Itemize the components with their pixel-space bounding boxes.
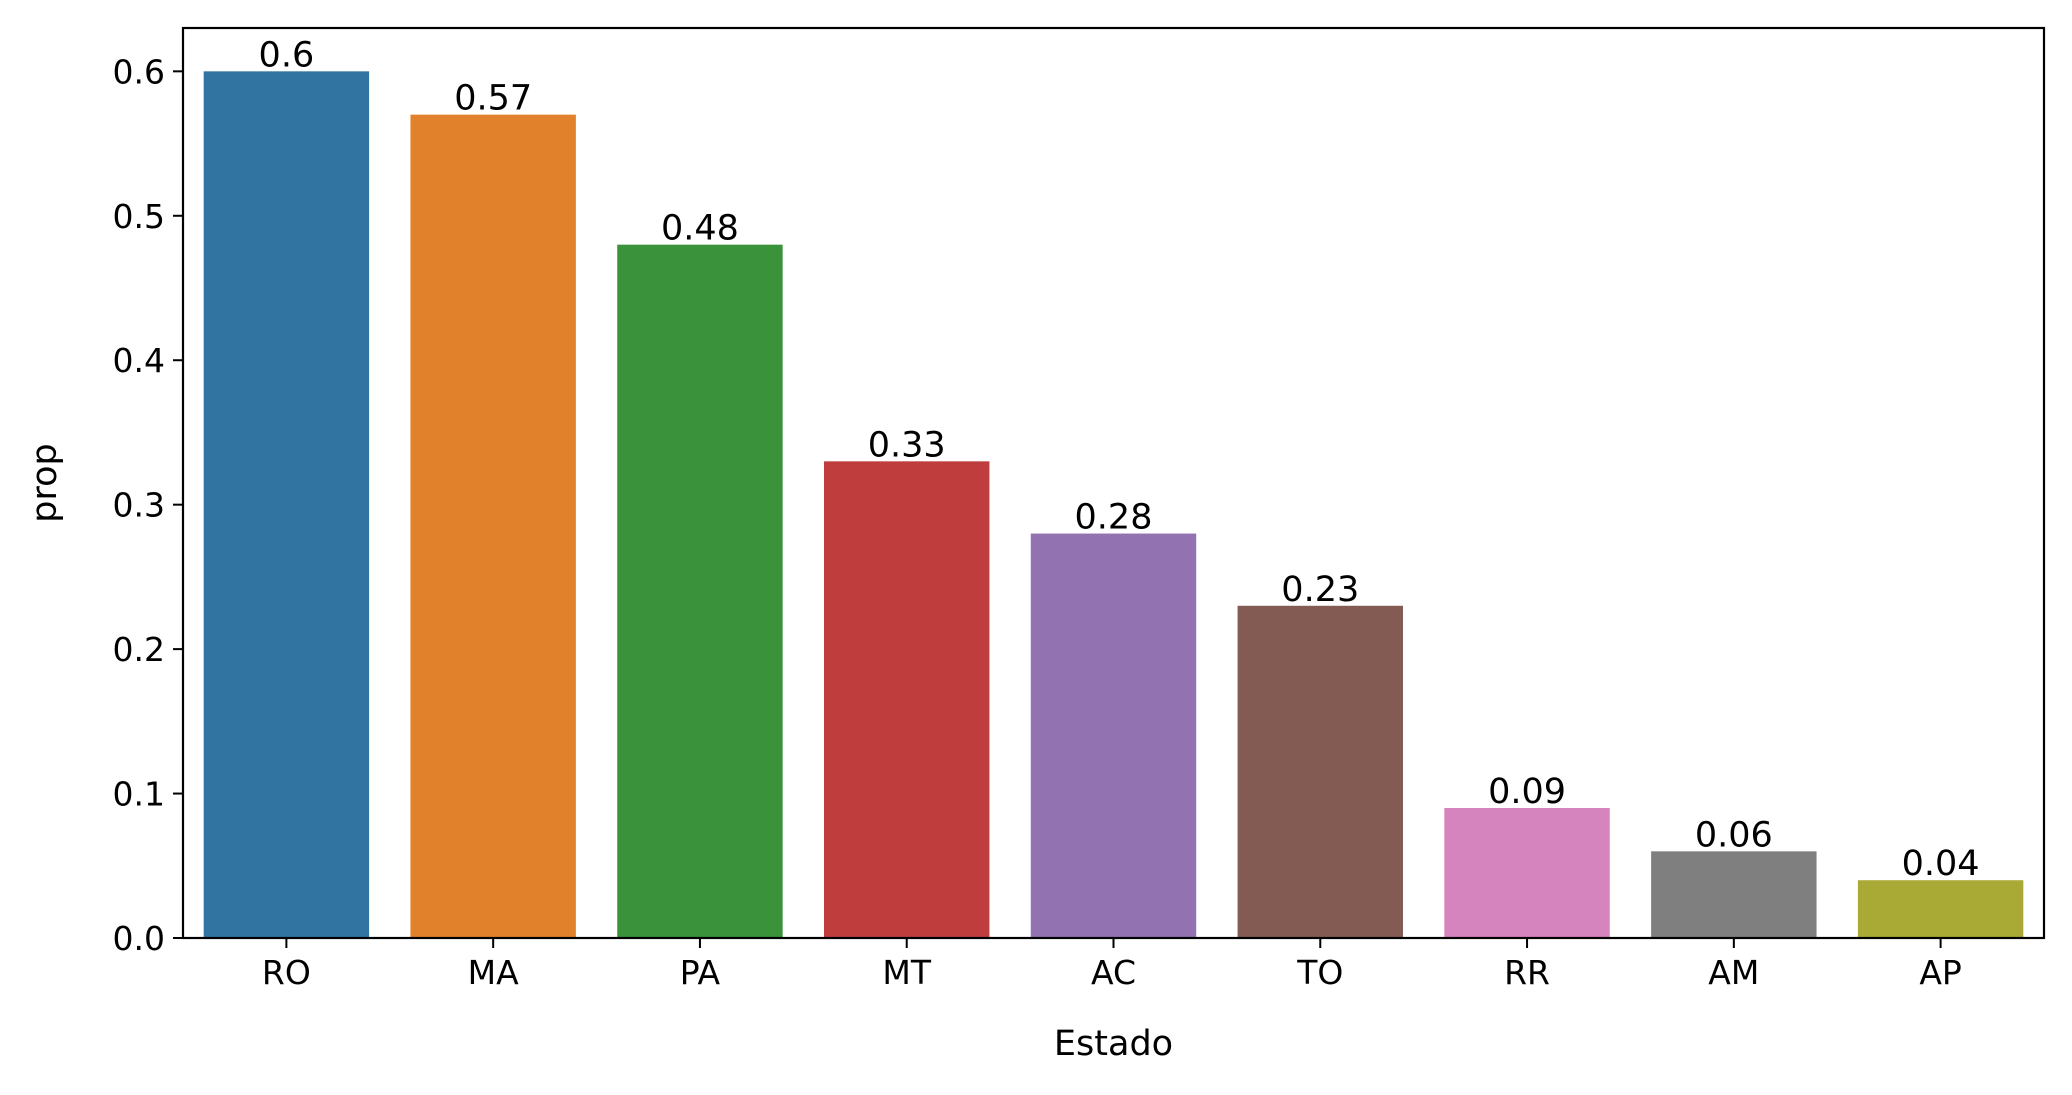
y-tick-label: 0.4 (113, 341, 165, 380)
x-tick-label: RO (262, 953, 311, 992)
y-axis-label: prop (25, 443, 65, 522)
y-tick-label: 0.1 (113, 775, 165, 814)
x-ticks-layer: RO MA PA MT AC TO RR AM AP (262, 938, 1962, 992)
bar-labels-layer: 0.6 0.57 0.48 0.33 0.28 0.23 0.09 0.06 0.04 (259, 35, 1980, 884)
x-tick-label: RR (1504, 953, 1550, 992)
bar-value-label: 0.57 (454, 79, 532, 119)
x-axis-label: Estado (1054, 1024, 1173, 1064)
y-tick-label: 0.2 (113, 630, 165, 669)
bar-rr (1444, 808, 1610, 938)
x-tick-label: AP (1919, 953, 1961, 992)
bar-ma (410, 114, 576, 938)
x-tick-label: TO (1296, 953, 1343, 992)
bar-am (1651, 851, 1817, 938)
bars-layer (203, 71, 2024, 939)
bar-to (1237, 605, 1403, 938)
bar-ac (1030, 533, 1197, 938)
bar-value-label: 0.09 (1488, 772, 1566, 812)
bar-value-label: 0.33 (868, 425, 946, 465)
bar-value-label: 0.06 (1695, 815, 1773, 855)
bar-value-label: 0.04 (1902, 844, 1980, 884)
bar-pa (617, 244, 783, 938)
y-tick-label: 0.6 (113, 52, 165, 91)
x-tick-label: PA (680, 953, 721, 992)
x-tick-label: MA (468, 953, 519, 992)
y-tick-label: 0.3 (113, 486, 165, 525)
y-tick-label: 0.5 (113, 197, 165, 236)
y-tick-label: 0.0 (113, 919, 165, 958)
bar-value-label: 0.48 (661, 209, 739, 249)
bar-ro (203, 71, 370, 939)
x-tick-label: AM (1708, 953, 1759, 992)
bar-ap (1857, 880, 2024, 938)
bar-value-label: 0.28 (1075, 498, 1153, 538)
x-tick-label: MT (882, 953, 931, 992)
x-tick-label: AC (1091, 953, 1136, 992)
bar-value-label: 0.6 (259, 35, 315, 75)
bar-value-label: 0.23 (1281, 570, 1359, 610)
y-ticks-layer: 0.0 0.1 0.2 0.3 0.4 0.5 0.6 (113, 52, 183, 958)
bar-mt (824, 461, 990, 938)
